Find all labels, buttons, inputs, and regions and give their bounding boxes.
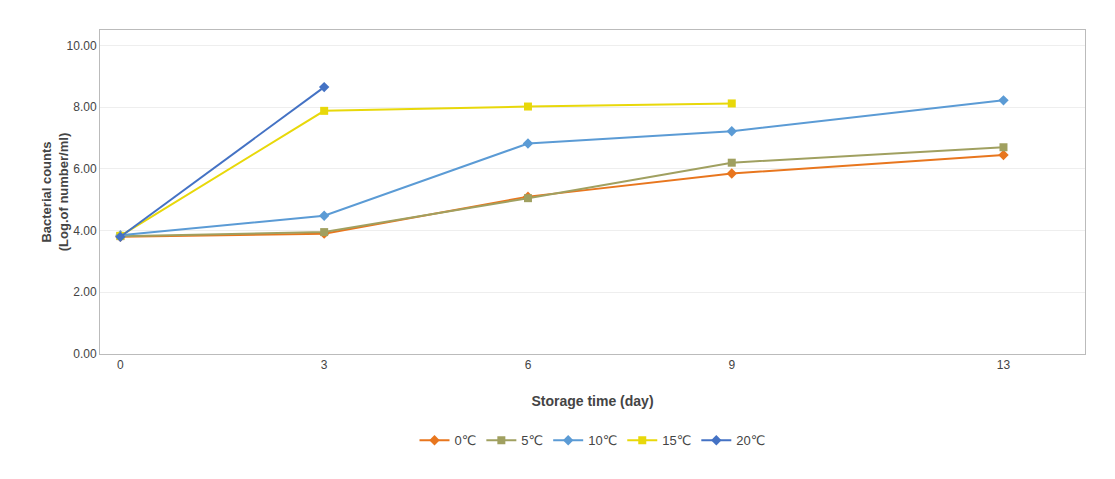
svg-text:15℃: 15℃ — [662, 433, 691, 448]
svg-text:Storage time (day): Storage time (day) — [531, 393, 653, 409]
svg-text:0: 0 — [117, 358, 124, 372]
svg-text:6: 6 — [525, 358, 532, 372]
svg-text:0.00: 0.00 — [73, 347, 97, 361]
svg-text:Bacterial counts(Log.of number: Bacterial counts(Log.of number/ml) — [39, 133, 71, 251]
svg-text:13: 13 — [997, 358, 1011, 372]
svg-text:9: 9 — [728, 358, 735, 372]
svg-text:20℃: 20℃ — [736, 433, 765, 448]
svg-text:6.00: 6.00 — [73, 162, 97, 176]
svg-text:4.00: 4.00 — [73, 224, 97, 238]
svg-text:10℃: 10℃ — [588, 433, 617, 448]
svg-text:5℃: 5℃ — [521, 433, 543, 448]
svg-text:3: 3 — [321, 358, 328, 372]
svg-text:8.00: 8.00 — [73, 100, 97, 114]
svg-text:2.00: 2.00 — [73, 285, 97, 299]
svg-text:10.00: 10.00 — [67, 39, 97, 53]
svg-text:0℃: 0℃ — [455, 433, 477, 448]
